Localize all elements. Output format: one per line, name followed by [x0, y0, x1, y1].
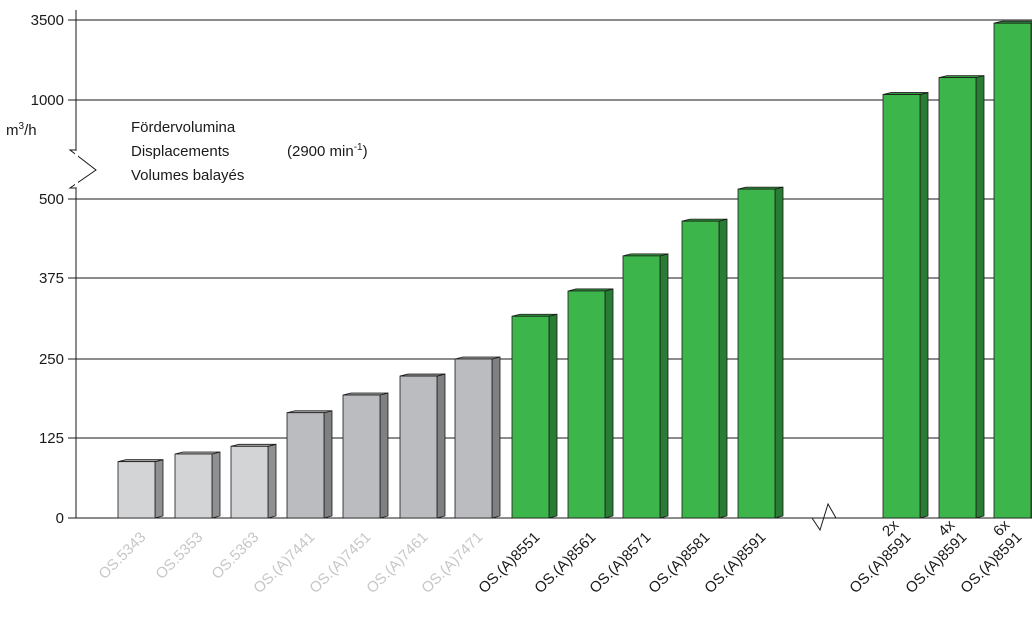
bar-15	[993, 20, 1032, 519]
bar-3	[230, 443, 277, 519]
bar-front-face	[117, 461, 156, 519]
y-tick-label-1000: 1000	[31, 92, 64, 109]
x-axis-break-mark	[800, 502, 880, 532]
y-axis-break-mark	[68, 149, 97, 189]
bar-side-face	[774, 186, 784, 519]
bar-front-face	[622, 255, 661, 519]
y-tick-label-3500: 3500	[31, 12, 64, 29]
bar-7	[454, 356, 501, 519]
bar-front-face	[286, 412, 325, 519]
y-tick-label-500: 500	[39, 191, 64, 208]
bar-front-face	[681, 220, 720, 519]
y-tick-label-125: 125	[39, 430, 64, 447]
bar-side-face	[154, 459, 164, 519]
bar-front-face	[230, 445, 269, 519]
note-rpm: (2900 min-1)	[287, 142, 368, 160]
bar-4	[286, 410, 333, 519]
bar-9	[567, 288, 614, 519]
bar-side-face	[379, 392, 389, 519]
note-line-1: Fördervolumina	[131, 119, 236, 136]
bar-front-face	[511, 315, 550, 519]
bar-10	[622, 253, 669, 519]
bar-side-face	[267, 443, 277, 519]
y-tick-label-375: 375	[39, 270, 64, 287]
bar-side-face	[718, 218, 728, 519]
bar-side-face	[323, 410, 333, 519]
bar-front-face	[938, 77, 977, 519]
bar-side-face	[659, 253, 669, 519]
bar-8	[511, 313, 558, 519]
bar-side-face	[491, 356, 501, 519]
note-line-2: Displacements	[131, 143, 229, 160]
bar-side-face	[919, 92, 929, 519]
bar-layer	[117, 20, 1032, 519]
bar-front-face	[342, 394, 381, 519]
note-rpm-superscript: -1	[354, 142, 363, 153]
y-tick-labels: 0 125 250 375 500 1000 3500	[31, 12, 64, 527]
note-line-3: Volumes balayés	[131, 167, 244, 184]
bar-side-face	[975, 75, 985, 519]
bar-side-face	[211, 451, 221, 519]
y-tick-label-0: 0	[56, 510, 64, 527]
bar-front-face	[567, 290, 606, 519]
bar-front-face	[399, 375, 438, 519]
bar-front-face	[454, 358, 493, 519]
y-axis-unit-superscript: 3	[19, 121, 25, 132]
bar-13	[882, 92, 929, 519]
bar-front-face	[993, 22, 1032, 519]
bar-side-face	[548, 313, 558, 519]
bar-11	[681, 218, 728, 519]
bar-6	[399, 373, 446, 519]
bar-1	[117, 459, 164, 519]
y-tick-label-250: 250	[39, 351, 64, 368]
bar-side-face	[604, 288, 614, 519]
x-tick-label-2: OS.5353	[152, 529, 206, 583]
bar-12	[737, 186, 784, 519]
x-tick-labels: OS.5343 OS.5353 OS.5363OS.(A)7441OS.(A)745…	[95, 516, 1025, 596]
y-axis-unit: m3/h	[6, 121, 37, 139]
x-tick-label-1: OS.5343	[95, 529, 149, 583]
bar-side-face	[436, 373, 446, 519]
bar-front-face	[882, 94, 921, 519]
bar-front-face	[737, 188, 776, 519]
y-axis-break-gap	[75, 151, 78, 187]
bar-2	[174, 451, 221, 519]
bar-5	[342, 392, 389, 519]
bar-14	[938, 75, 985, 519]
bar-front-face	[174, 453, 213, 519]
x-tick-label-3: OS.5363	[208, 529, 262, 583]
